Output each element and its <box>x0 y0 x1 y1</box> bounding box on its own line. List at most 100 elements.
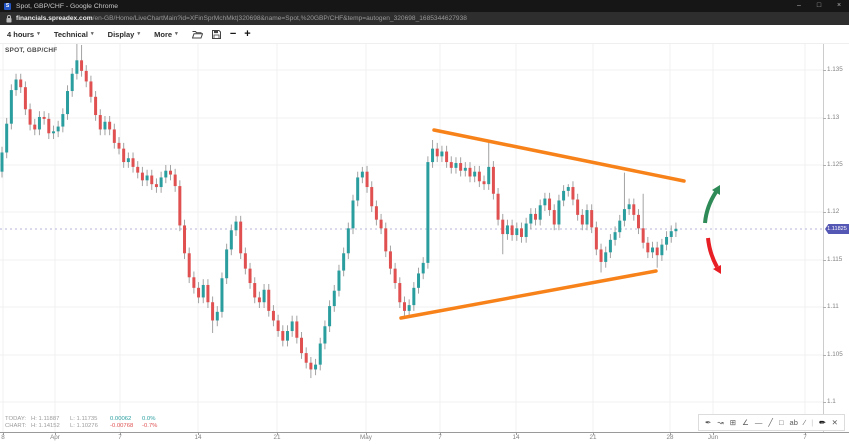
candle-body <box>61 114 65 127</box>
candle-body <box>594 227 598 250</box>
candle-body <box>552 210 556 225</box>
maximize-button[interactable]: □ <box>816 2 822 9</box>
technical-menu[interactable]: Technical ▾ <box>53 29 94 39</box>
timeframe-menu[interactable]: 4 hours ▾ <box>7 29 40 39</box>
pointer-icon[interactable]: ✒ <box>705 418 712 427</box>
candle-body <box>665 236 669 245</box>
candle-body <box>89 81 93 97</box>
price-tick-label: 1.11 <box>827 303 839 310</box>
candle-body <box>150 175 154 185</box>
candle-body <box>243 253 247 269</box>
pen-icon[interactable]: ✏ <box>819 418 826 427</box>
candle-body <box>365 171 369 188</box>
zoom-out-button[interactable]: − <box>229 27 237 40</box>
polyline-icon[interactable]: ↝ <box>717 418 724 427</box>
candle-body <box>360 171 364 178</box>
candle-body <box>604 252 608 262</box>
grid-icon[interactable]: ⊞ <box>729 418 737 427</box>
candle-body <box>206 284 210 303</box>
candle-body <box>393 268 397 284</box>
candle-body <box>374 206 378 220</box>
chart-high: H: 1.14152 <box>31 423 60 430</box>
candle-body <box>75 60 79 74</box>
close-icon[interactable]: ✕ <box>831 418 838 427</box>
time-tick-mark <box>713 432 714 435</box>
save-icon[interactable] <box>211 29 221 39</box>
time-tick-label: Jun <box>707 434 719 441</box>
candle-body <box>178 186 182 226</box>
candle-body <box>421 262 425 274</box>
candle-body <box>454 163 458 168</box>
candle-body <box>562 190 566 201</box>
candle-body <box>5 123 9 153</box>
time-tick-label: May <box>360 434 372 441</box>
candle-body <box>290 321 294 332</box>
candle-body <box>651 247 655 253</box>
candle-body <box>262 289 266 303</box>
candle-body <box>599 249 603 262</box>
candle-body <box>23 87 27 110</box>
time-tick-mark <box>198 432 199 435</box>
candle-body <box>351 200 355 229</box>
favicon-icon: S <box>4 2 11 10</box>
candle-body <box>309 362 313 370</box>
more-menu[interactable]: More ▾ <box>154 29 178 39</box>
zoom-in-button[interactable]: + <box>244 27 251 40</box>
window-title: Spot, GBP/CHF - Google Chrome <box>16 2 118 10</box>
price-tick-label: 1.12 <box>827 208 840 215</box>
today-row: TODAY: H: 1.11887 L: 1.11735 0.00062 0.0% <box>5 416 157 423</box>
diagonal-line-icon[interactable]: ∕ <box>803 418 806 427</box>
triangle-upper-trendline[interactable] <box>432 128 686 183</box>
candle-body <box>515 228 519 236</box>
url-bar[interactable]: financials.spreadex.com/en-GB/Home/LiveC… <box>0 12 849 25</box>
candle-body <box>491 166 495 194</box>
candle-body <box>159 177 163 188</box>
display-menu[interactable]: Display ▾ <box>107 29 141 39</box>
candle-body <box>529 213 533 224</box>
trendline-icon[interactable]: ╱ <box>768 418 773 427</box>
candle-body <box>229 230 233 250</box>
chart-low: L: 1.10276 <box>70 423 98 430</box>
text-icon[interactable]: ab <box>789 418 798 427</box>
candle-body <box>117 142 121 149</box>
candle-body <box>463 167 467 171</box>
time-tick-label: 28 <box>666 434 674 441</box>
candle-body <box>168 170 172 175</box>
candle-body <box>468 167 472 177</box>
price-tick-mark <box>823 212 826 213</box>
candle-body <box>669 231 673 237</box>
horizontal-line-icon[interactable]: — <box>754 418 763 427</box>
candle-body <box>627 204 631 210</box>
close-button[interactable]: × <box>836 2 842 9</box>
candle-body <box>154 184 158 188</box>
candle-body <box>622 209 626 221</box>
axes-icon[interactable]: ∠ <box>742 418 749 427</box>
time-tick-label: 14 <box>512 434 520 441</box>
candle-body <box>519 228 523 237</box>
minimize-button[interactable]: – <box>797 2 801 9</box>
breakout-up-arrow[interactable] <box>703 190 718 224</box>
open-folder-icon[interactable] <box>191 30 203 39</box>
rectangle-icon[interactable]: □ <box>778 418 784 427</box>
candle-body <box>510 225 514 236</box>
time-tick-mark <box>120 432 121 435</box>
candle-body <box>632 204 636 215</box>
candle-body <box>496 193 500 220</box>
chart-range-label: CHART: <box>5 423 27 430</box>
candle-body <box>281 331 285 341</box>
time-tick-mark <box>593 432 594 435</box>
drawing-toolbar: ✒ ↝ ⊞ ∠ — ╱ □ ab ∕ | ✏ ✕ <box>698 414 845 431</box>
candle-body <box>449 162 453 168</box>
time-tick-label: 7 <box>118 434 122 441</box>
breakout-down-arrow[interactable] <box>706 237 719 268</box>
candlestick-chart[interactable] <box>0 44 849 432</box>
candle-body <box>300 337 304 354</box>
price-tick-mark <box>823 307 826 308</box>
candle-body <box>402 302 406 311</box>
candle-body <box>56 126 60 132</box>
candle-body <box>42 116 46 119</box>
candle-body <box>566 187 570 191</box>
price-tick-mark <box>823 355 826 356</box>
triangle-lower-trendline[interactable] <box>399 269 658 320</box>
